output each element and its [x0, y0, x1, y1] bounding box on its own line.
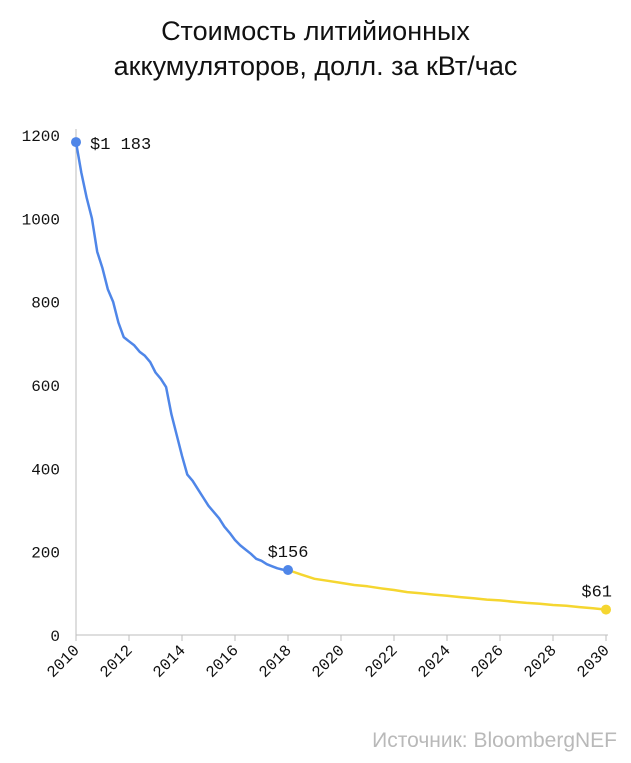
- x-tick-label-2018: 2018: [256, 642, 296, 682]
- x-tick-label-2012: 2012: [97, 642, 137, 682]
- chart-title-line-2: аккумуляторов, долл. за кВт/час: [113, 51, 518, 81]
- chart-title-line-1: Стоимость литийионных: [161, 16, 470, 46]
- y-tick-label-800: 800: [31, 295, 60, 313]
- x-tick-label-2020: 2020: [309, 642, 349, 682]
- y-tick-label-1000: 1000: [22, 211, 60, 229]
- data-label-2018: $156: [268, 544, 309, 563]
- y-tick-label-400: 400: [31, 461, 60, 479]
- data-markers: [71, 137, 611, 615]
- data-point-2018: [283, 565, 293, 575]
- axes: 0 200 400 600 800 1000 1200 2010 2012 2014 2016 201…: [22, 128, 614, 682]
- x-tick-label-2026: 2026: [468, 642, 508, 682]
- data-point-2030: [601, 604, 611, 615]
- series-line-forecast: [286, 568, 608, 611]
- data-point-2010: [71, 137, 81, 148]
- y-tick-label-0: 0: [50, 628, 60, 646]
- source-note: Источник: BloombergNEF: [372, 729, 617, 752]
- y-tick-label-600: 600: [31, 378, 60, 396]
- x-tick-label-2030: 2030: [574, 642, 614, 682]
- x-tick-label-2016: 2016: [203, 642, 243, 682]
- x-tick-label-2022: 2022: [362, 642, 402, 682]
- y-tick-label-200: 200: [31, 545, 60, 563]
- data-labels: $1 183 $156 $61: [90, 136, 612, 603]
- y-tick-label-1200: 1200: [22, 128, 60, 146]
- x-tick-label-2014: 2014: [150, 642, 190, 682]
- x-tick-label-2010: 2010: [44, 642, 84, 682]
- data-label-2030: $61: [581, 584, 612, 603]
- series-lines: [74, 140, 608, 611]
- x-tick-label-2028: 2028: [521, 642, 561, 682]
- chart-title: Стоимость литийионных аккумуляторов, дол…: [0, 14, 631, 84]
- data-label-2010: $1 183: [90, 136, 151, 155]
- series-line-historical: [74, 140, 290, 572]
- x-tick-label-2024: 2024: [415, 642, 455, 682]
